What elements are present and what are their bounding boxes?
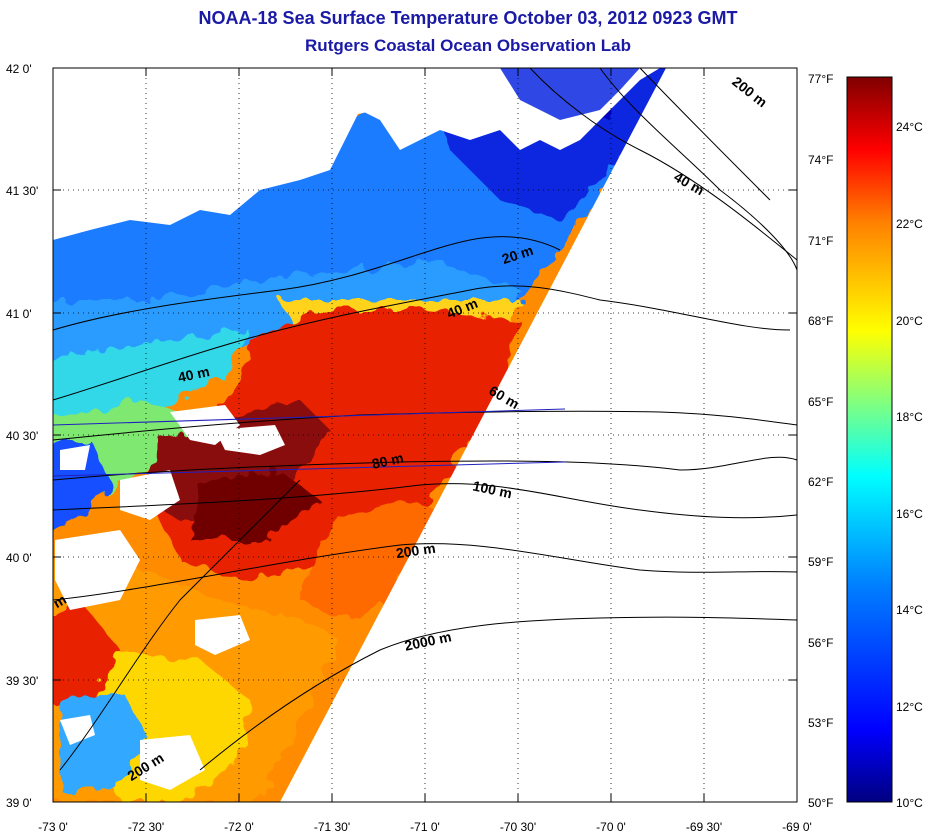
colorbar	[846, 76, 893, 803]
fahrenheit-label: 59°F	[808, 555, 833, 569]
fahrenheit-label: 50°F	[808, 796, 833, 810]
map-title: NOAA-18 Sea Surface Temperature October …	[198, 8, 738, 28]
celsius-label: 20°C	[896, 314, 923, 328]
contour-label: 40 m	[176, 363, 211, 385]
celsius-label: 24°C	[896, 120, 923, 134]
lat-label: 39 30'	[6, 674, 38, 688]
fahrenheit-label: 77°F	[808, 72, 833, 86]
celsius-label: 18°C	[896, 410, 923, 424]
lon-label: -69 30'	[686, 820, 722, 834]
fahrenheit-label: 68°F	[808, 314, 833, 328]
lon-label: -72 0'	[224, 820, 254, 834]
axis-ticks	[52, 67, 798, 803]
fahrenheit-label: 53°F	[808, 716, 833, 730]
celsius-label: 10°C	[896, 796, 923, 810]
lon-label: -71 0'	[410, 820, 440, 834]
cape-cod-bay-water	[500, 68, 640, 120]
celsius-label: 16°C	[896, 507, 923, 521]
contour-label: 80 m	[370, 449, 405, 471]
lat-label: 40 30'	[6, 429, 38, 443]
graticule	[53, 68, 797, 802]
fahrenheit-label: 65°F	[808, 395, 833, 409]
lon-label: -72 30'	[128, 820, 164, 834]
fahrenheit-label: 56°F	[808, 636, 833, 650]
lat-label: 39 0'	[6, 796, 32, 810]
lon-label: -71 30'	[314, 820, 350, 834]
lat-label: 40 0'	[6, 551, 32, 565]
fahrenheit-label: 71°F	[808, 234, 833, 248]
fahrenheit-label: 62°F	[808, 475, 833, 489]
celsius-label: 12°C	[896, 700, 923, 714]
bathymetry-contours	[52, 67, 798, 771]
lon-label: -73 0'	[38, 820, 68, 834]
lon-label: -70 0'	[596, 820, 626, 834]
land-mask	[53, 68, 660, 240]
map-subtitle: Rutgers Coastal Ocean Observation Lab	[305, 36, 631, 55]
celsius-label: 22°C	[896, 217, 923, 231]
lon-label: -69 0'	[782, 820, 812, 834]
lat-label: 41 0'	[6, 307, 32, 321]
contour-label: 200 m	[395, 540, 437, 561]
lon-label: -70 30'	[500, 820, 536, 834]
fahrenheit-label: 74°F	[808, 153, 833, 167]
transect-lines	[52, 408, 566, 477]
lat-label: 41 30'	[6, 184, 38, 198]
lat-label: 42 0'	[6, 62, 32, 76]
celsius-label: 14°C	[896, 603, 923, 617]
